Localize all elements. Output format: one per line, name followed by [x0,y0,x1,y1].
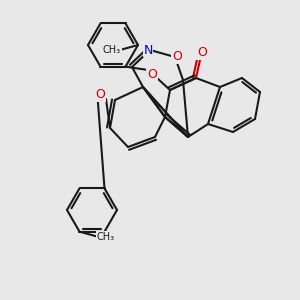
Text: CH₃: CH₃ [96,232,115,242]
Text: O: O [147,68,157,80]
Text: O: O [172,50,182,64]
Text: O: O [197,46,207,59]
Text: CH₃: CH₃ [103,45,121,55]
Text: O: O [95,88,105,101]
Text: N: N [143,44,153,56]
